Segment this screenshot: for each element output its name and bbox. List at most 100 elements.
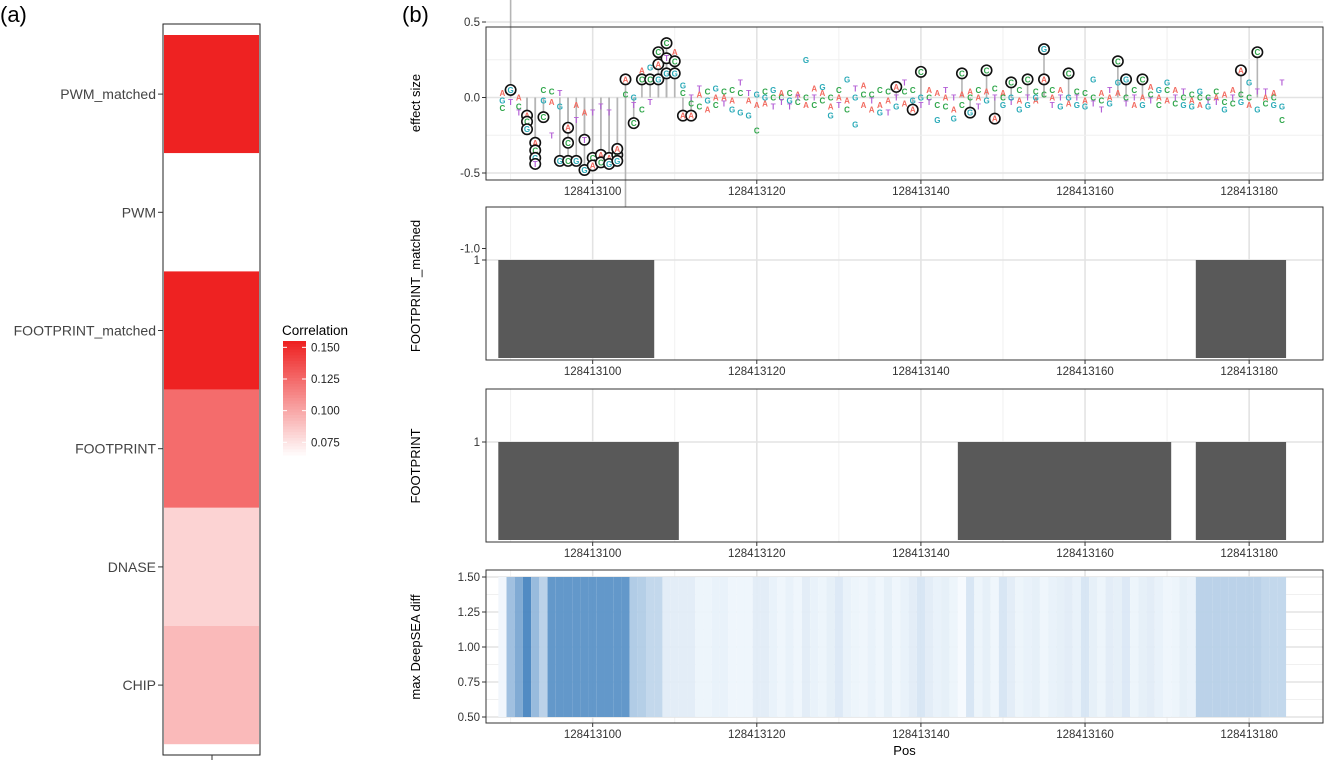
effect-point-base: G — [1066, 94, 1072, 103]
effect-point-base: C — [729, 86, 735, 95]
deepsea-tile — [1220, 577, 1229, 717]
effect-point-circled — [619, 73, 632, 86]
effect-point-base: G — [499, 97, 505, 106]
effect-point-base: T — [992, 94, 997, 103]
effect-point-circled — [652, 46, 665, 59]
x-tick-label: 128413180 — [1220, 729, 1278, 741]
effect-point-base: C — [639, 75, 645, 84]
deepsea-tile — [793, 577, 802, 717]
effect-point-circled — [652, 58, 665, 71]
effect-point-base: C — [992, 84, 998, 93]
deepsea-tile — [596, 577, 605, 717]
effect-point-base: A — [1082, 97, 1088, 106]
effect-point-base: G — [770, 86, 776, 95]
effect-point-base: A — [590, 161, 596, 170]
deepsea-tile — [695, 577, 704, 717]
effect-point-base: C — [705, 87, 711, 96]
effect-point-base: G — [573, 157, 579, 166]
effect-point-base: A — [713, 94, 719, 103]
y-tick-label: 0.75 — [458, 677, 480, 689]
effect-point-base: T — [894, 94, 899, 103]
effect-point-base: T — [697, 84, 702, 93]
effect-point-circled — [955, 67, 968, 80]
x-tick-label: 128413140 — [892, 366, 950, 378]
effect-point-base: C — [524, 118, 530, 127]
deepsea-tile — [1080, 577, 1090, 717]
effect-point-base: C — [532, 146, 538, 155]
effect-point-base: A — [549, 98, 555, 107]
effect-point-circled — [914, 65, 927, 78]
effect-point-base: T — [1148, 97, 1153, 106]
legend-title: Correlation — [282, 323, 348, 338]
x-tick-label: 128413160 — [1056, 366, 1114, 378]
panel-label-b: (b) — [402, 2, 429, 27]
effect-point-base: A — [967, 87, 973, 96]
effect-point-base: C — [688, 100, 694, 109]
deepsea-tile — [687, 577, 696, 717]
x-tick-label: 128413120 — [728, 186, 786, 198]
effect-point-base: A — [844, 97, 850, 106]
deepsea-tile — [555, 577, 564, 717]
effect-point-base: T — [853, 84, 858, 93]
deepsea-tile — [1195, 577, 1205, 717]
effect-point-base: C — [1164, 86, 1170, 95]
effect-point-base: C — [1115, 57, 1121, 66]
x-tick-label: 128413100 — [564, 186, 622, 198]
y-tick-label: FOOTPRINT — [75, 441, 156, 457]
effect-point-base: G — [1189, 103, 1195, 112]
effect-point-base: C — [1025, 75, 1031, 84]
deepsea-tile — [1072, 577, 1081, 717]
colorbar-step — [283, 378, 306, 382]
effect-point-base: T — [795, 94, 800, 103]
colorbar-step — [283, 432, 306, 436]
colorbar-step — [283, 409, 306, 413]
effect-point-base: A — [573, 101, 579, 110]
deepsea-tile — [801, 577, 811, 717]
effect-point-base: C — [844, 106, 850, 115]
effect-point-base: T — [1050, 101, 1055, 110]
deepsea-tile — [990, 577, 999, 717]
effect-point-base: A — [532, 139, 538, 148]
effect-point-base: A — [1099, 89, 1105, 98]
footprint-bar — [957, 442, 1172, 540]
effect-point-base: G — [631, 94, 637, 103]
y-tick-label: 1.25 — [458, 607, 480, 619]
y-tick-label: CHIP — [123, 677, 156, 693]
plot-border — [485, 26, 1324, 181]
effect-point-base: T — [812, 94, 817, 103]
effect-point-base: A — [1148, 83, 1154, 92]
effect-point-base: A — [1164, 97, 1170, 106]
effect-point-circled — [1136, 73, 1149, 86]
deepsea-tile — [654, 577, 663, 717]
effect-point-base: G — [877, 109, 883, 118]
footprint-panel: 128413100 128413120 128413140 128413160 1284… — [408, 388, 1324, 560]
deepsea-tile — [1089, 577, 1098, 717]
effect-point-circled — [537, 111, 550, 124]
effect-point-circled — [1062, 67, 1075, 80]
effect-point-base: A — [1140, 94, 1146, 103]
y-tick-label: -0.5 — [460, 168, 480, 180]
effect-point-base: A — [500, 89, 506, 98]
effect-point-circled — [1038, 43, 1051, 56]
effect-point-base: A — [926, 86, 932, 95]
colorbar-step — [283, 446, 306, 450]
deepsea-tile — [646, 577, 655, 717]
effect-point-base: C — [1238, 90, 1244, 99]
effect-point-base: T — [886, 109, 891, 118]
effect-point-base: A — [614, 145, 620, 154]
effect-point-base: A — [639, 66, 645, 75]
effect-point-base: T — [976, 103, 981, 112]
effect-point-base: C — [770, 94, 776, 103]
correlation-legend: Correlation 0.075 0.100 0.125 0.150 — [282, 323, 348, 456]
colorbar-step — [283, 375, 306, 379]
colorbar-step — [283, 386, 306, 391]
effect-point-base: A — [1107, 94, 1113, 103]
effect-point-base: C — [1099, 97, 1105, 106]
deepsea-tile — [1261, 577, 1270, 717]
effect-point-base: T — [1214, 98, 1219, 107]
deepsea-tile — [1097, 577, 1106, 717]
correlation-heatmap: PWM_matched PWM FOOTPRINT_matched FOOTPRINT… — [14, 23, 261, 760]
deepsea-tile — [621, 577, 630, 717]
effect-point-base: C — [1181, 94, 1187, 103]
effect-point-circled — [685, 109, 698, 122]
